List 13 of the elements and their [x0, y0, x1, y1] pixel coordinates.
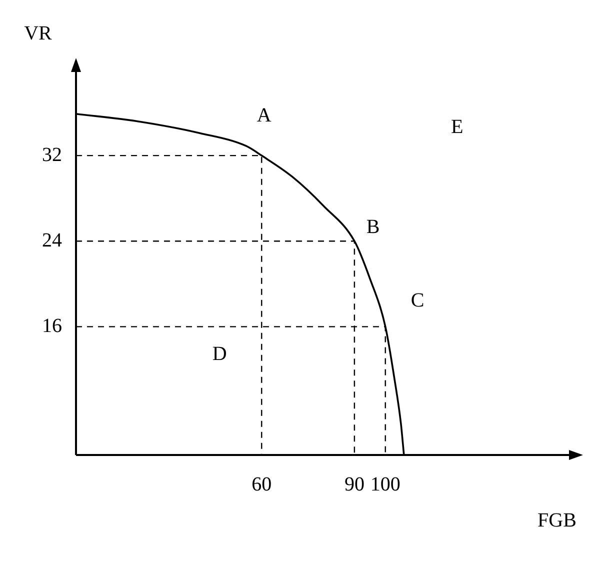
annotation: A [256, 104, 272, 126]
x-tick-label: 90 [344, 473, 364, 496]
annotation: B [366, 216, 380, 238]
annotation: E [451, 116, 464, 138]
y-axis-title: VR [24, 22, 53, 44]
x-axis-title: FGB [538, 509, 576, 532]
annotation: C [410, 289, 424, 312]
y-tick-label: 16 [42, 314, 62, 337]
y-tick-label: 32 [42, 144, 62, 166]
x-tick-label: 100 [370, 473, 400, 496]
x-tick-label: 60 [252, 473, 272, 496]
y-tick-label: 24 [42, 229, 62, 252]
annotation: D [212, 343, 227, 366]
